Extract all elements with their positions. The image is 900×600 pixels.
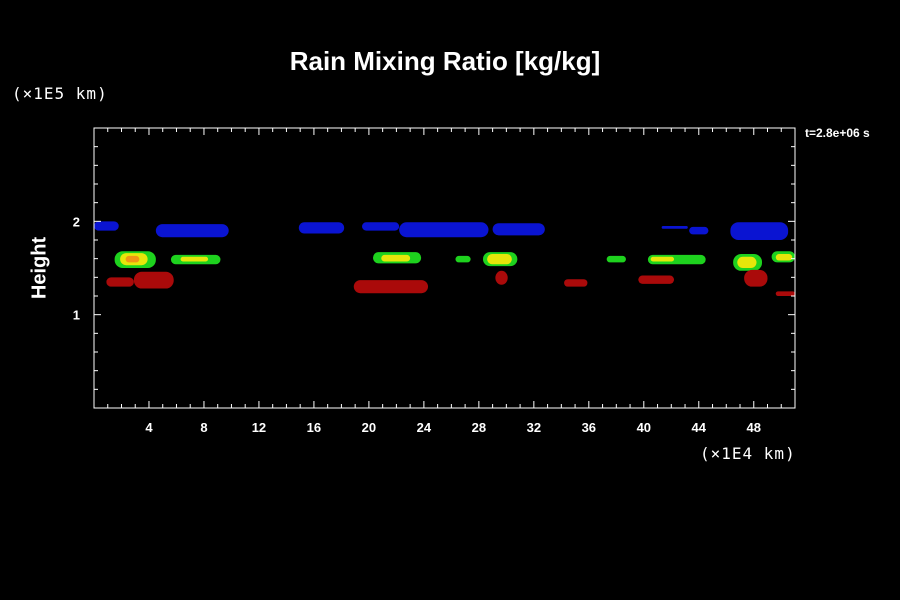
feature-yellow-23 [737,256,757,268]
chart-title: Rain Mixing Ratio [kg/kg] [289,46,601,76]
feature-green-19 [606,255,626,263]
feature-red-33 [775,291,795,296]
x-tick-label-4: 4 [145,420,153,435]
x-tick-label-16: 16 [307,420,321,435]
feature-red-31 [638,275,675,284]
feature-blue-5 [492,223,545,236]
y-axis-unit: (×1E5 km) [12,84,108,103]
feature-yellow-15 [381,254,411,262]
feature-red-28 [353,280,429,294]
x-tick-label-8: 8 [200,420,207,435]
x-tick-label-44: 44 [692,420,707,435]
x-tick-label-48: 48 [747,420,761,435]
x-tick-label-24: 24 [417,420,432,435]
rain-features [94,221,795,296]
feature-blue-1 [155,224,229,238]
y-tick-label-2: 2 [73,214,80,229]
x-tick-label-36: 36 [582,420,596,435]
feature-blue-0 [94,221,119,231]
feature-blue-2 [298,222,345,234]
feature-yellow-18 [487,254,512,265]
feature-green-16 [455,255,471,263]
y-tick-label-1: 1 [73,308,80,323]
feature-red-30 [564,279,588,287]
x-tick-label-12: 12 [252,420,266,435]
feature-red-26 [106,277,134,287]
feature-red-27 [133,271,174,289]
plot-frame [93,127,796,409]
feature-yellow-13 [180,256,209,262]
x-tick-label-28: 28 [472,420,486,435]
feature-blue-6 [661,226,688,229]
x-tick-label-20: 20 [362,420,376,435]
feature-blue-3 [362,222,400,231]
feature-blue-8 [730,222,789,240]
feature-orange-11 [125,255,140,263]
x-tick-label-32: 32 [527,420,541,435]
x-axis-unit: (×1E4 km) [700,444,796,463]
x-tick-label-40: 40 [637,420,651,435]
feature-yellow-21 [650,256,675,262]
feature-yellow-25 [775,254,793,261]
feature-red-32 [744,269,768,287]
feature-red-29 [495,270,508,285]
time-stamp: t=2.8e+06 s [805,126,870,140]
feature-blue-4 [399,222,489,238]
feature-blue-7 [689,226,709,235]
